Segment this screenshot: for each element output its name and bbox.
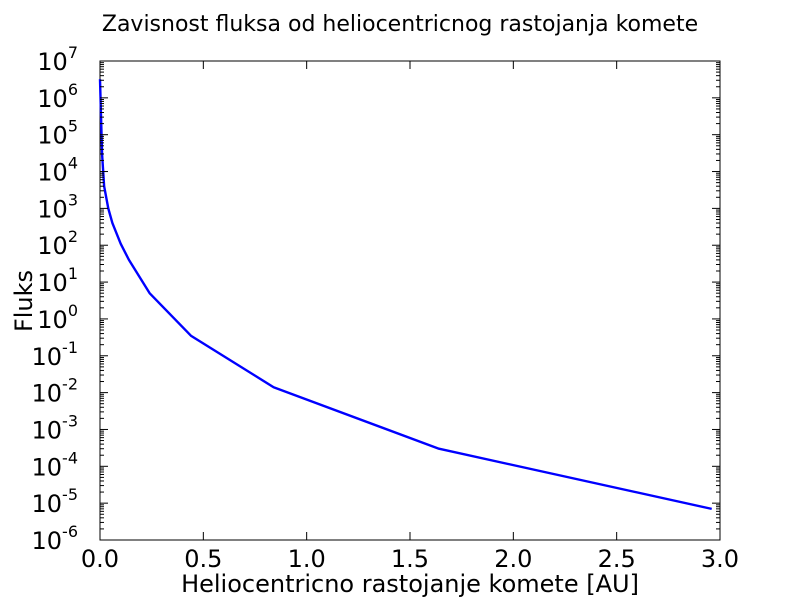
y-tick-label: 100: [37, 301, 78, 334]
y-tick-label: 10-4: [32, 448, 79, 481]
y-tick-label: 10-1: [32, 338, 79, 371]
y-tick-label: 103: [37, 190, 78, 223]
ticks-layer: [99, 60, 721, 541]
x-tick-label: 2.0: [494, 545, 532, 573]
y-tick-label: 10-6: [32, 522, 79, 555]
plot-area: [99, 60, 721, 541]
y-tick-label: 10-5: [32, 485, 79, 518]
x-tick-label: 1.0: [288, 545, 326, 573]
y-axis-label: Fluks: [10, 270, 38, 332]
x-tick-label: 0.0: [81, 545, 119, 573]
series-line-0: [98, 79, 712, 511]
x-tick-label: 3.0: [701, 545, 739, 573]
chart-title: Zavisnost fluksa od heliocentricnog rast…: [102, 12, 698, 37]
x-axis-label: Heliocentricno rastojanje komete [AU]: [181, 570, 639, 598]
series-layer: [98, 79, 712, 511]
y-tick-label: 10-3: [32, 411, 79, 444]
y-tick-label: 107: [37, 43, 78, 76]
y-tick-label: 102: [37, 227, 78, 260]
x-tick-label: 0.5: [184, 545, 222, 573]
y-tick-label: 106: [37, 80, 78, 113]
y-tick-label: 104: [37, 154, 78, 187]
x-tick-label: 2.5: [598, 545, 636, 573]
x-tick-label: 1.5: [391, 545, 429, 573]
x-tick-labels: 0.0 0.5 1.0 1.5 2.0 2.5 3.0: [81, 545, 739, 573]
y-tick-label: 101: [37, 264, 78, 297]
y-tick-label: 105: [37, 117, 78, 150]
y-tick-label: 10-2: [32, 375, 79, 408]
plot-frame: [99, 60, 721, 541]
